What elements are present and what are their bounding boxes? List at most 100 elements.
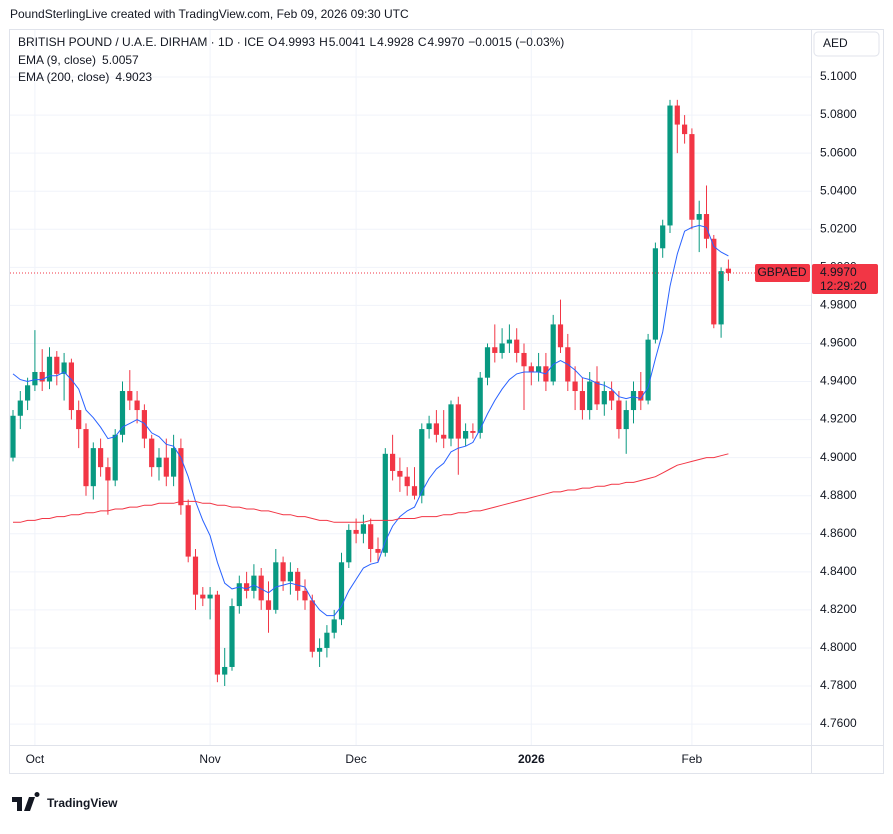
candle-body — [207, 594, 213, 599]
x-tick-label: Feb — [682, 752, 703, 766]
x-tick-label: 2026 — [518, 752, 545, 766]
candle-body — [550, 324, 556, 382]
candle-body — [10, 415, 16, 458]
candle-body — [382, 453, 388, 553]
candle-body — [630, 391, 637, 411]
candle-body — [258, 575, 264, 601]
candle-body — [674, 105, 680, 125]
candle-body — [368, 524, 374, 549]
candle-body — [46, 356, 53, 382]
candle-body — [470, 430, 476, 433]
legend-key: H — [319, 35, 328, 49]
candle-body — [149, 438, 155, 468]
candle-body — [265, 600, 272, 610]
candle-body — [572, 381, 578, 392]
candle-body — [192, 556, 199, 595]
candle-body — [331, 619, 337, 633]
x-tick-label: Oct — [26, 752, 45, 766]
y-tick-label: 4.8800 — [820, 488, 857, 502]
plot — [10, 99, 731, 687]
ema-line — [13, 453, 729, 523]
candle-body — [623, 410, 629, 430]
candle-body — [127, 391, 133, 401]
candle-body — [477, 377, 483, 433]
legend-name: EMA (200, close) — [18, 70, 109, 84]
candle-body — [433, 423, 439, 435]
candle-body — [360, 524, 366, 534]
y-tick-label: 4.9800 — [820, 298, 857, 312]
candle-body — [390, 453, 396, 471]
candle-body — [134, 400, 140, 411]
candle-body — [353, 529, 359, 534]
currency-button[interactable] — [813, 31, 880, 57]
candle-body — [309, 600, 315, 652]
x-tick-label: Dec — [345, 752, 366, 766]
candle-body — [499, 343, 505, 353]
candle-body — [411, 486, 418, 496]
candle-body — [711, 238, 717, 325]
candle-body — [652, 248, 658, 340]
logo: TradingView — [12, 792, 118, 811]
candle-body — [484, 347, 491, 378]
y-tick-label: 5.0600 — [820, 145, 857, 159]
candle-body — [609, 391, 615, 401]
countdown-text: 12:29:20 — [820, 279, 867, 293]
y-tick-label: 4.9600 — [820, 336, 857, 350]
symbol-tag-text: GBPAED — [757, 265, 806, 279]
y-tick-label: 4.9000 — [820, 450, 857, 464]
candle-body — [39, 371, 45, 382]
candle-body — [236, 583, 242, 607]
candle-body — [302, 590, 308, 601]
legend-change: −0.0015 (−0.03%) — [468, 35, 564, 49]
candle-body — [251, 575, 257, 591]
logo-text: TradingView — [47, 796, 118, 810]
candle-body — [718, 271, 724, 325]
candle-body — [178, 448, 184, 506]
candle-body — [61, 362, 67, 374]
x-tick-label: Nov — [199, 752, 220, 766]
symbol-tag — [755, 264, 810, 283]
candle-body — [601, 391, 607, 405]
candle-body — [667, 105, 673, 226]
candle-body — [171, 448, 177, 477]
legend-name: EMA (9, close) — [18, 53, 96, 67]
candle-body — [273, 562, 279, 610]
candle-body — [229, 606, 235, 667]
legend-value: 4.9993 — [278, 35, 315, 49]
candle-body — [287, 571, 293, 582]
candle-body — [54, 356, 60, 374]
candle-body — [222, 666, 228, 675]
candle-body — [521, 352, 527, 367]
candle-body — [214, 594, 220, 675]
y-tick-label: 4.9200 — [820, 412, 857, 426]
legend-key: L — [369, 35, 376, 49]
y-tick-label: 4.7800 — [820, 678, 857, 692]
y-tick-label: 4.8200 — [820, 602, 857, 616]
candle-body — [587, 381, 593, 411]
candle-body — [17, 400, 23, 416]
price-tag-text: 4.9970 — [820, 265, 857, 279]
candle-body — [25, 385, 31, 401]
candle-body — [76, 410, 82, 430]
candle-body — [185, 505, 191, 557]
candle-body — [514, 339, 520, 353]
candle-body — [492, 347, 498, 353]
legend-title: BRITISH POUND / U.A.E. DIRHAM · 1D · ICE — [18, 35, 264, 49]
candle-body — [506, 339, 512, 344]
legend-value: 5.0041 — [329, 35, 366, 49]
candle-body — [32, 371, 38, 386]
candle-body — [696, 214, 702, 220]
y-tick-label: 4.9400 — [820, 374, 857, 388]
y-tick-label: 5.0200 — [820, 221, 857, 235]
y-tick-label: 5.1000 — [820, 69, 857, 83]
legend-value: 4.9928 — [377, 35, 414, 49]
legend-key: O — [268, 35, 277, 49]
candle-body — [441, 434, 447, 439]
candle-body — [682, 124, 688, 135]
ema-line — [12, 224, 729, 617]
y-tick-label: 4.8400 — [820, 564, 857, 578]
candle-body — [557, 324, 564, 348]
